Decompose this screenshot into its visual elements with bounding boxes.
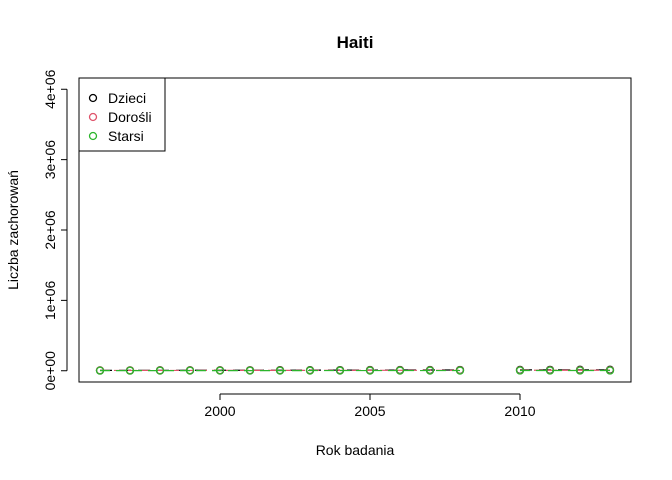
y-axis: 0e+00 1e+06 2e+06 3e+06 4e+06: [42, 69, 68, 391]
legend-marker: [88, 131, 98, 141]
y-tick-label: 2e+06: [42, 210, 58, 250]
data-point: [575, 366, 585, 375]
legend-label: Starsi: [108, 128, 144, 144]
data-point: [335, 366, 345, 375]
legend-marker: [88, 93, 98, 103]
data-point: [275, 366, 285, 375]
y-tick-label: 4e+06: [42, 69, 58, 109]
data-point: [395, 366, 405, 375]
data-point: [305, 366, 315, 375]
data-point: [515, 366, 525, 375]
legend-box: [78, 77, 166, 152]
x-axis: 2000 2005 2010: [204, 393, 536, 419]
data-point: [455, 366, 465, 375]
data-point: [545, 366, 555, 375]
y-axis-label: Liczba zachorowań: [5, 170, 21, 290]
data-point: [605, 366, 615, 375]
data-point: [155, 366, 165, 375]
data-point: [125, 366, 135, 375]
x-tick-label: 2000: [204, 403, 235, 419]
legend-label: Dorośli: [108, 109, 152, 125]
data-point: [95, 366, 105, 375]
data-point: [185, 366, 195, 375]
x-axis-label: Rok badania: [316, 442, 395, 458]
data-point: [365, 366, 375, 375]
legend-marker: [88, 112, 98, 122]
x-tick-label: 2010: [504, 403, 535, 419]
series-2: [95, 366, 615, 375]
x-tick-label: 2005: [354, 403, 385, 419]
data-point: [425, 366, 435, 375]
y-tick-label: 0e+00: [42, 351, 58, 391]
y-tick-label: 1e+06: [42, 281, 58, 321]
data-point: [215, 366, 225, 375]
y-tick-label: 3e+06: [42, 140, 58, 180]
chart-title: Haiti: [337, 33, 374, 52]
legend-label: Dzieci: [108, 90, 146, 106]
series-layer: [95, 365, 615, 375]
legend: Dzieci Dorośli Starsi: [78, 77, 166, 152]
data-point: [245, 366, 255, 375]
plot-frame: [78, 77, 632, 383]
series-1: [95, 366, 615, 375]
